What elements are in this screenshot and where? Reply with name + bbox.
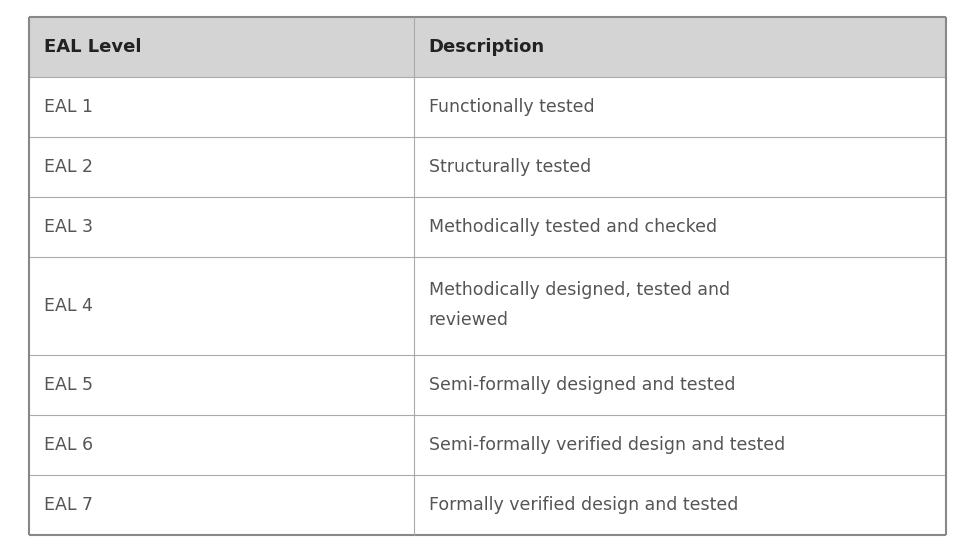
Bar: [414, 416, 946, 475]
Bar: [414, 136, 946, 197]
Bar: [414, 257, 946, 355]
Text: Methodically tested and checked: Methodically tested and checked: [429, 217, 717, 236]
Bar: [29, 257, 414, 355]
Bar: [414, 17, 946, 77]
Text: EAL Level: EAL Level: [44, 38, 141, 56]
Bar: [29, 136, 414, 197]
Text: Methodically designed, tested and
reviewed: Methodically designed, tested and review…: [429, 282, 730, 328]
Bar: [29, 475, 414, 535]
Text: EAL 6: EAL 6: [44, 437, 93, 454]
Text: Semi-formally verified design and tested: Semi-formally verified design and tested: [429, 437, 785, 454]
Text: Semi-formally designed and tested: Semi-formally designed and tested: [429, 376, 735, 395]
Bar: [29, 17, 414, 77]
Text: EAL 5: EAL 5: [44, 376, 93, 395]
Bar: [414, 197, 946, 257]
Bar: [29, 355, 414, 416]
Bar: [29, 416, 414, 475]
Text: EAL 7: EAL 7: [44, 496, 93, 514]
Text: EAL 2: EAL 2: [44, 157, 93, 176]
Text: EAL 1: EAL 1: [44, 98, 93, 115]
Text: Functionally tested: Functionally tested: [429, 98, 595, 115]
Text: Structurally tested: Structurally tested: [429, 157, 591, 176]
Bar: [414, 77, 946, 136]
Bar: [414, 475, 946, 535]
Text: Formally verified design and tested: Formally verified design and tested: [429, 496, 738, 514]
Text: EAL 3: EAL 3: [44, 217, 93, 236]
Bar: [29, 197, 414, 257]
Text: Description: Description: [429, 38, 545, 56]
Bar: [29, 77, 414, 136]
Bar: [414, 355, 946, 416]
Text: EAL 4: EAL 4: [44, 297, 93, 315]
